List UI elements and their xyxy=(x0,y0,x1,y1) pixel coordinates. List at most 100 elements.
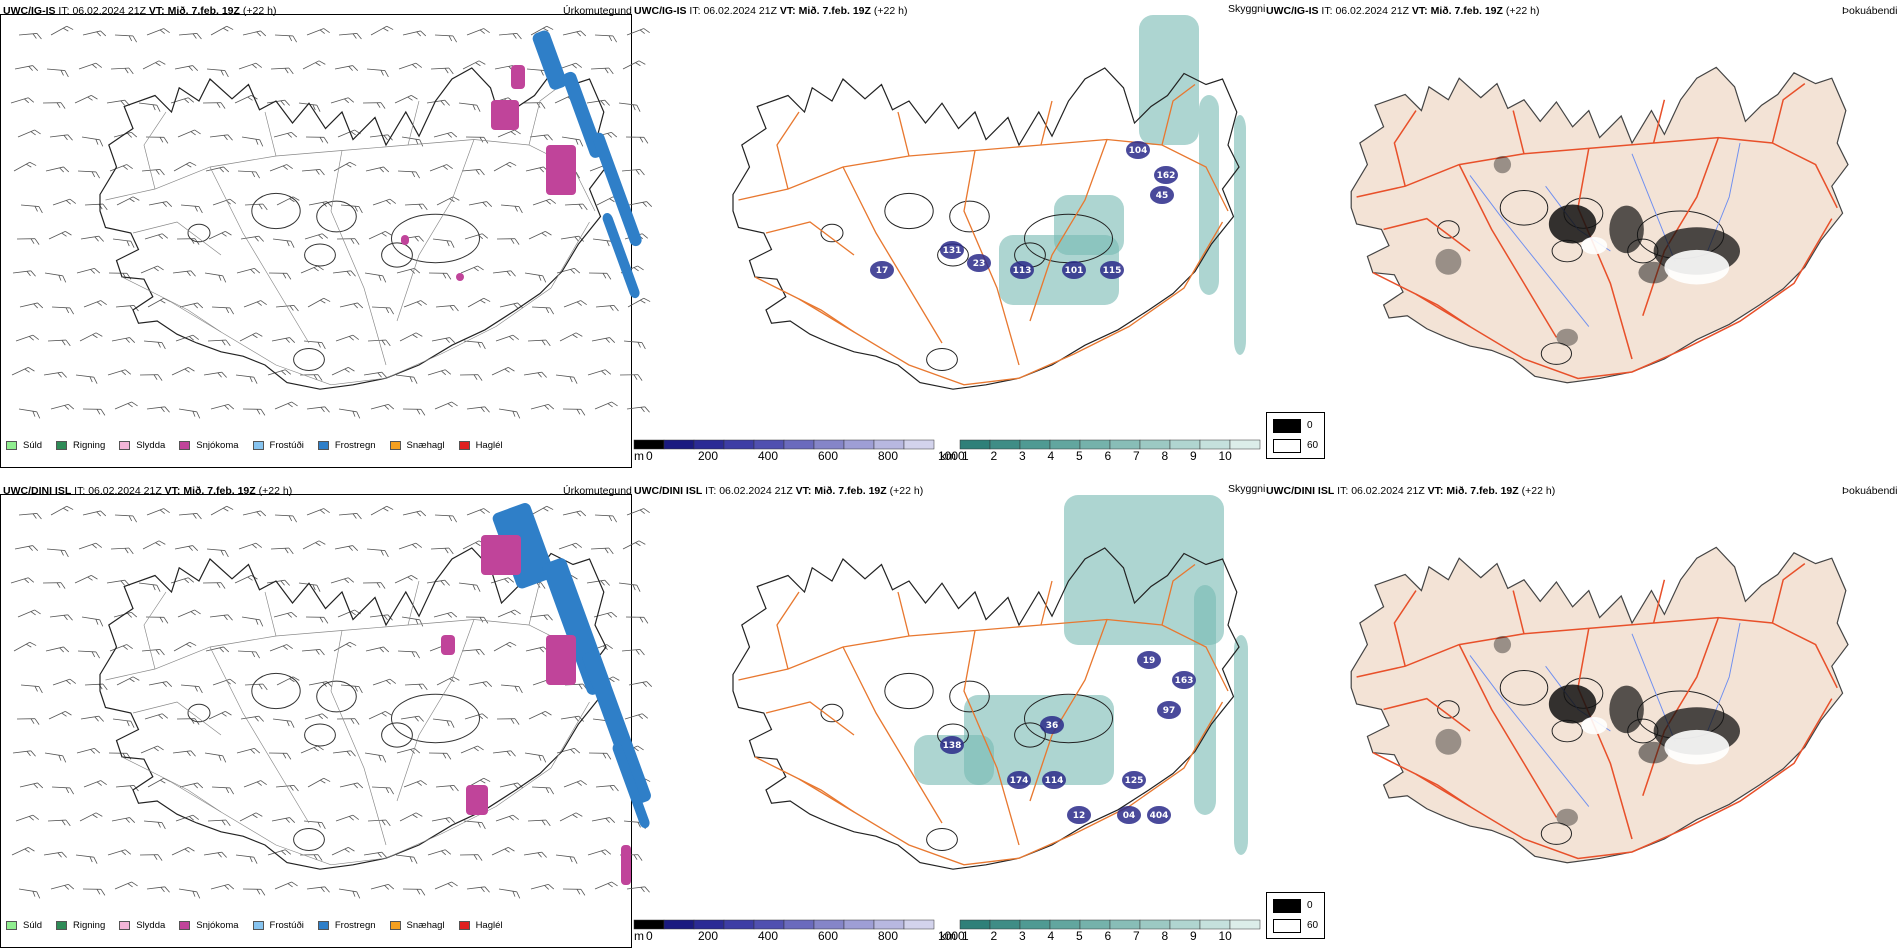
visibility-map: 138 174 114 125 36 19 163 12 04 404 97 xyxy=(732,495,1248,870)
height-tick: 200 xyxy=(698,449,719,463)
glacier-height-label: 19 xyxy=(1143,656,1156,666)
glacier-height-label: 162 xyxy=(1157,171,1176,181)
visibility-tick: 3 xyxy=(1019,929,1026,943)
legend-label: Rigning xyxy=(73,440,106,451)
legend-item-7: Haglél xyxy=(458,920,503,931)
visibility-tick: 9 xyxy=(1190,929,1197,943)
fog-dark-swatch xyxy=(1273,899,1301,913)
legend-item-2: Slydda xyxy=(119,440,165,451)
visibility-tick: 3 xyxy=(1019,449,1026,463)
panel-header: UWC/IG-IS IT: 06.02.2024 21Z VT: Mið. 7.… xyxy=(3,5,277,17)
legend-label: Frostregn xyxy=(334,920,376,931)
forecast-row: UWC/DINI ISL IT: 06.02.2024 21Z VT: Mið.… xyxy=(0,480,1900,950)
legend-label: Snjókoma xyxy=(196,920,239,931)
legend-label: Slydda xyxy=(136,920,166,931)
legend-swatch xyxy=(179,441,191,450)
legend-item-2: Slydda xyxy=(119,920,165,931)
legend-swatch xyxy=(317,921,329,930)
glacier-height-label: 104 xyxy=(1129,146,1148,156)
legend-swatch xyxy=(252,441,264,450)
legend-swatch xyxy=(6,921,17,930)
legend-item-1: Rigning xyxy=(56,920,105,931)
glacier-height-label: 174 xyxy=(1010,776,1029,786)
legend-label: Snæhagl xyxy=(406,920,445,931)
visibility-tick: 6 xyxy=(1104,449,1112,463)
legend-item-3: Snjókoma xyxy=(179,440,239,451)
panel-header-right: UWC/DINI ISL IT: 06.02.2024 21Z VT: Mið.… xyxy=(1266,485,1556,497)
fog-index-map xyxy=(1350,66,1849,384)
fog-light-label: 60 xyxy=(1307,440,1319,451)
glacier-height-label: 45 xyxy=(1156,191,1169,201)
visibility-colorbar-unit: km xyxy=(940,929,956,943)
legend-label: Snæhagl xyxy=(406,440,445,451)
panel-title-precip: Úrkomutegund xyxy=(563,485,632,497)
glacier-height-label: 36 xyxy=(1046,721,1059,731)
height-tick: 600 xyxy=(818,449,839,463)
legend-label: Frostúði xyxy=(269,440,304,451)
legend-item-0: Súld xyxy=(6,440,42,451)
visibility-tick: 1 xyxy=(962,449,969,463)
panel-header: UWC/DINI ISL IT: 06.02.2024 21Z VT: Mið.… xyxy=(3,485,293,497)
glacier-height-label: 131 xyxy=(943,246,962,256)
legend-item-4: Frostúði xyxy=(252,440,304,451)
height-colorbar-unit: m xyxy=(634,449,644,463)
visibility-tick: 5 xyxy=(1076,449,1083,463)
legend-swatch xyxy=(317,441,329,450)
height-colorbar xyxy=(633,439,935,450)
glacier-height-label: 115 xyxy=(1103,266,1122,276)
glacier-height-label: 04 xyxy=(1123,811,1136,821)
visibility-tick: 4 xyxy=(1047,449,1055,463)
fog-light-swatch xyxy=(1273,919,1301,933)
legend-label: Haglél xyxy=(475,920,503,931)
height-tick: 800 xyxy=(878,929,899,943)
legend-label: Rigning xyxy=(73,920,106,931)
legend-label: Súld xyxy=(23,440,43,451)
visibility-tick: 4 xyxy=(1047,929,1055,943)
precip-type-panel xyxy=(0,494,632,948)
precip-type-legend: Súld Rigning Slydda Snjókoma Frostúði Frostre… xyxy=(6,920,517,931)
legend-swatch xyxy=(56,441,68,450)
glacier-height-label: 113 xyxy=(1013,266,1032,276)
panel-title-precip: Úrkomutegund xyxy=(563,5,632,17)
legend-item-4: Frostúði xyxy=(252,920,304,931)
legend-swatch xyxy=(389,441,401,450)
height-tick: 400 xyxy=(758,929,779,943)
visibility-tick: 1 xyxy=(962,929,969,943)
visibility-colorbar xyxy=(959,919,1261,930)
legend-label: Haglél xyxy=(475,440,503,451)
panel-title-fog: Þokuábendi xyxy=(1842,5,1898,17)
legend-swatch xyxy=(458,921,470,930)
legend-swatch xyxy=(119,441,131,450)
legend-swatch xyxy=(179,921,191,930)
legend-item-6: Snæhagl xyxy=(389,920,445,931)
visibility-tick: 7 xyxy=(1133,449,1140,463)
visibility-tick: 5 xyxy=(1076,929,1083,943)
panel-title-fog: Þokuábendi xyxy=(1842,485,1898,497)
visibility-tick: 6 xyxy=(1104,929,1112,943)
glacier-height-label: 17 xyxy=(876,266,889,276)
legend-item-3: Snjókoma xyxy=(179,920,239,931)
legend-item-1: Rigning xyxy=(56,440,105,451)
precip-type-legend: Súld Rigning Slydda Snjókoma Frostúði Frostre… xyxy=(6,440,517,451)
visibility-colorbar xyxy=(959,439,1261,450)
forecast-row: UWC/IG-IS IT: 06.02.2024 21Z VT: Mið. 7.… xyxy=(0,0,1900,470)
panel-title-visibility: Skyggni xyxy=(1228,3,1266,15)
legend-swatch xyxy=(252,921,264,930)
visibility-tick: 8 xyxy=(1161,449,1169,463)
legend-label: Súld xyxy=(23,920,43,931)
height-tick: 0 xyxy=(646,929,653,943)
fog-light-label: 60 xyxy=(1307,920,1319,931)
height-tick: 1000 xyxy=(938,449,965,463)
height-tick: 0 xyxy=(646,449,653,463)
legend-swatch xyxy=(389,921,401,930)
visibility-tick: 10 xyxy=(1218,449,1232,463)
panel-header-middle: UWC/IG-IS IT: 06.02.2024 21Z VT: Mið. 7.… xyxy=(634,5,908,17)
legend-item-5: Frostregn xyxy=(317,920,376,931)
visibility-tick: 2 xyxy=(990,449,998,463)
legend-label: Frostregn xyxy=(334,440,376,451)
legend-item-6: Snæhagl xyxy=(389,440,445,451)
legend-item-5: Frostregn xyxy=(317,440,376,451)
glacier-height-label: 163 xyxy=(1175,676,1194,686)
legend-item-7: Haglél xyxy=(458,440,503,451)
visibility-tick: 2 xyxy=(990,929,998,943)
